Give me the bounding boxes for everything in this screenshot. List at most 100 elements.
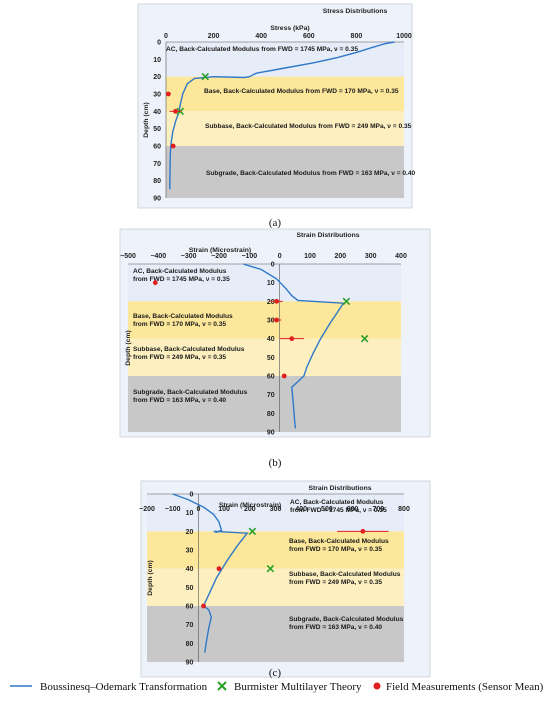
x-tick-label: −100 <box>165 506 181 513</box>
field-marker <box>173 108 178 114</box>
y-tick-label: 30 <box>153 92 161 99</box>
chart-title: Strain Distributions <box>308 485 371 492</box>
field-marker <box>170 143 176 149</box>
layer-label: AC, Back-Calculated Modulus <box>133 268 227 275</box>
layer-label: Subbase, Back-Calculated Modulus <box>289 571 401 578</box>
layer-label: AC, Back-Calculated Modulus <box>290 499 384 506</box>
y-tick-label: 70 <box>186 622 194 629</box>
field-marker <box>360 528 366 534</box>
x-tick-label: 300 <box>270 506 282 513</box>
layer-label: from FWD = 1745 MPa, ν = 0.35 <box>290 507 387 514</box>
x-tick-label: 300 <box>365 253 377 260</box>
y-tick-label: 90 <box>153 196 161 203</box>
layer-label: from FWD = 249 MPa, ν = 0.35 <box>289 579 382 586</box>
field-marker <box>289 336 295 342</box>
y-tick-label: 50 <box>267 355 275 362</box>
x-tick-label: −200 <box>139 506 155 513</box>
layer-label: from FWD = 163 MPa, ν = 0.40 <box>289 624 382 631</box>
layer-band <box>166 42 404 77</box>
layer-band <box>128 338 401 376</box>
y-tick-label: 10 <box>267 280 275 287</box>
layer-band <box>128 376 401 432</box>
y-tick-label: 40 <box>186 566 194 573</box>
legend-label: Field Measurements (Sensor Mean) <box>386 681 544 693</box>
y-tick-label: 30 <box>186 548 194 555</box>
layer-label: from FWD = 163 MPa, ν = 0.40 <box>133 397 226 404</box>
field-marker <box>281 373 287 379</box>
layer-label: Base, Back-Calculated Modulus <box>289 538 389 545</box>
x-axis-label: Stress (kPa) <box>270 25 309 32</box>
field-marker <box>165 91 171 97</box>
bmlt-marker-stroke <box>360 334 369 343</box>
y-tick-label: 20 <box>267 299 275 306</box>
y-tick-label: 70 <box>267 392 275 399</box>
x-tick-label: 0 <box>164 33 168 40</box>
x-tick-label: −300 <box>181 253 197 260</box>
y-tick-label: 70 <box>153 161 161 168</box>
x-tick-label: −100 <box>241 253 257 260</box>
x-axis-label: Strain (Microstrain) <box>189 247 251 254</box>
y-tick-label: 20 <box>186 529 194 536</box>
bmlt-marker-stroke <box>342 297 351 306</box>
x-tick-label: 600 <box>347 506 359 513</box>
y-tick-label: 60 <box>153 144 161 151</box>
y-axis-label: Depth (cm) <box>147 560 154 596</box>
y-tick-label: 60 <box>267 374 275 381</box>
layer-band <box>147 568 404 606</box>
panel-caption: (c) <box>269 667 282 679</box>
x-tick-label: 0 <box>278 253 282 260</box>
x-tick-label: 100 <box>218 506 230 513</box>
x-tick-label: −400 <box>150 253 166 260</box>
y-tick-label: 50 <box>153 126 161 133</box>
y-tick-label: 10 <box>153 57 161 64</box>
x-tick-label: 1000 <box>396 33 412 40</box>
x-tick-label: 200 <box>334 253 346 260</box>
layer-label: Base, Back-Calculated Modulus from FWD =… <box>204 88 399 95</box>
layer-band <box>166 146 404 198</box>
x-tick-label: 400 <box>395 253 407 260</box>
x-tick-label: 100 <box>304 253 316 260</box>
y-tick-label: 30 <box>267 318 275 325</box>
layer-label: from FWD = 170 MPa, ν = 0.35 <box>133 321 226 328</box>
bo-curve <box>243 263 345 429</box>
bo-curve <box>172 493 249 653</box>
layer-label: from FWD = 249 MPa, ν = 0.35 <box>133 354 226 361</box>
legend-dot-swatch <box>373 682 381 690</box>
x-tick-label: 400 <box>295 506 307 513</box>
field-marker <box>274 298 280 304</box>
bmlt-marker <box>248 527 257 536</box>
bmlt-marker-stroke <box>201 72 210 81</box>
y-tick-label: 0 <box>189 492 193 499</box>
y-tick-label: 40 <box>153 109 161 116</box>
y-tick-label: 0 <box>157 40 161 47</box>
bo-curve <box>169 41 395 190</box>
bmlt-marker-stroke <box>266 564 275 573</box>
y-tick-label: 50 <box>186 585 194 592</box>
layer-label: Subbase, Back-Calculated Modulus from FW… <box>205 123 412 130</box>
legend: Boussinesq–Odemark Transformation Burmist… <box>10 681 544 693</box>
layer-label: from FWD = 170 MPa, ν = 0.35 <box>289 546 382 553</box>
legend-x-swatch <box>217 681 227 691</box>
x-tick-label: −200 <box>211 253 227 260</box>
y-axis-label: Depth (cm) <box>143 102 150 138</box>
y-tick-label: 80 <box>153 178 161 185</box>
x-tick-label: 0 <box>196 506 200 513</box>
panel-caption: (b) <box>269 457 282 469</box>
legend-label: Boussinesq–Odemark Transformation <box>40 681 208 693</box>
y-axis-label: Depth (cm) <box>125 330 132 366</box>
chart-title: Stress Distributions <box>323 8 388 15</box>
x-tick-label: 700 <box>372 506 384 513</box>
legend-label: Burmister Multilayer Theory <box>234 681 362 693</box>
x-axis-label: Strain (Microstrain) <box>219 502 281 509</box>
layer-band <box>166 76 404 112</box>
x-tick-label: 800 <box>398 506 410 513</box>
bmlt-marker <box>360 334 369 343</box>
y-tick-label: 20 <box>153 74 161 81</box>
layer-label: AC, Back-Calculated Modulus from FWD = 1… <box>166 46 358 53</box>
chart-panel-a: 0 200 400 600 800 1000 0 10 20 30 40 50 60 70 80 90 Stre… <box>137 3 416 229</box>
chart-panel-b: −500 −400 −300 −200 −100 0 100 200 300 400 0 10 20 30… <box>119 228 431 469</box>
layer-band <box>147 531 404 569</box>
y-tick-label: 80 <box>267 411 275 418</box>
y-tick-label: 40 <box>267 336 275 343</box>
